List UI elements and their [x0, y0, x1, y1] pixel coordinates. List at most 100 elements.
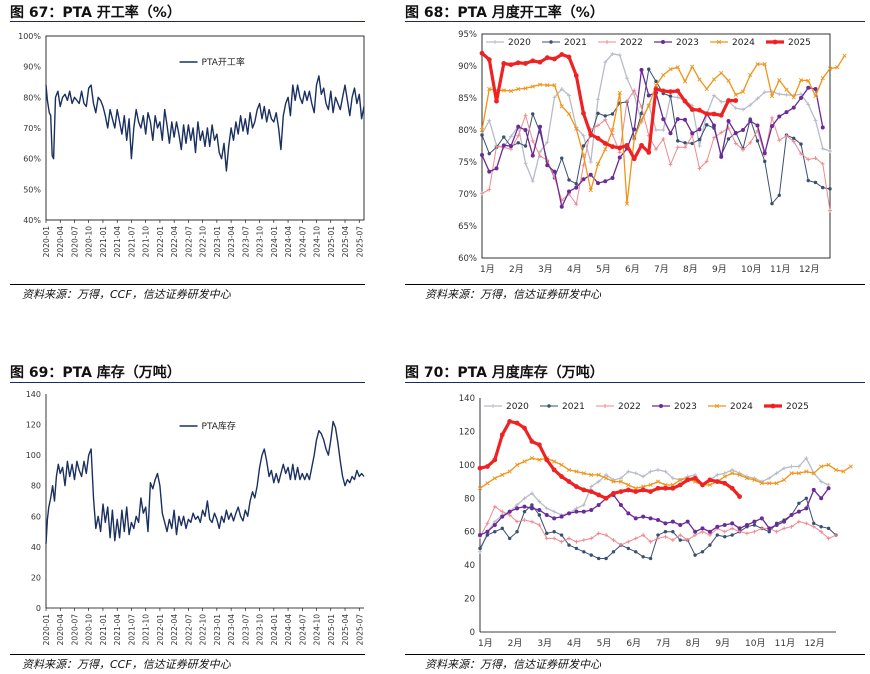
fig70-point-2022 [552, 536, 557, 541]
fig69-xtick-label: 2023-07 [241, 614, 250, 646]
fig70-legend-marker [603, 404, 607, 408]
fig70-point-2025 [566, 479, 572, 484]
fig67-xtick-label: 2024-04 [284, 226, 293, 258]
fig70-point-2025 [670, 485, 676, 491]
fig68-point-2023 [494, 166, 499, 171]
fig67-xtick-label: 2022-04 [170, 226, 179, 258]
fig68-point-2022 [661, 136, 666, 141]
fig68-point-2023 [813, 87, 818, 92]
fig68-point-2021 [799, 142, 803, 146]
fig70-series-2024 [477, 456, 853, 491]
fig68-point-2023 [581, 177, 586, 182]
fig68-point-2022 [639, 104, 644, 109]
fig68-point-2021 [777, 193, 781, 197]
fig70-point-2024 [633, 486, 638, 491]
fig70-point-2025 [714, 479, 720, 484]
fig70-point-2022 [745, 531, 749, 536]
fig68-point-2021 [755, 139, 760, 143]
fig70-point-2022 [537, 523, 542, 528]
fig70-legend-label: 2023 [674, 402, 697, 412]
fig67-xtick-label: 2021-04 [113, 226, 122, 258]
fig70-point-2025 [514, 420, 520, 426]
fig68-point-2023 [501, 143, 506, 148]
fig70-xtick-label: 3月 [537, 638, 552, 649]
fig70-point-2023 [796, 509, 801, 514]
fig70-point-2021 [700, 550, 705, 554]
fig70-point-2024 [618, 479, 624, 484]
fig70-xtick-label: 6月 [626, 638, 641, 649]
fig70-point-2023 [811, 487, 816, 492]
fig70-point-2023 [752, 519, 757, 524]
fig68-point-2023 [741, 128, 745, 132]
fig68-point-2020 [697, 144, 702, 148]
fig68-point-2023 [559, 204, 564, 209]
fig68-xtick-label: 3月 [538, 264, 553, 275]
fig69-xtick-label: 2020-10 [85, 614, 94, 646]
fig70-point-2021 [767, 530, 771, 534]
fig68-point-2022 [581, 163, 586, 168]
fig70-point-2024 [833, 467, 839, 472]
fig68-point-2024 [595, 161, 601, 167]
fig70-point-2021 [723, 535, 727, 539]
fig70-point-2021 [596, 556, 601, 561]
fig70-point-2022 [759, 526, 764, 531]
fig70-point-2023 [478, 533, 482, 538]
fig68-point-2023 [784, 110, 789, 115]
fig70-point-2024 [848, 464, 853, 469]
fig70-point-2023 [826, 486, 831, 491]
fig70-point-2021 [648, 556, 653, 561]
fig68-point-2021 [480, 133, 484, 137]
fig70-point-2021 [671, 530, 675, 534]
fig70-point-2024 [529, 456, 535, 461]
fig68-point-2023 [516, 124, 521, 129]
fig70-point-2022 [641, 533, 646, 538]
fig70-legend-marker [714, 403, 720, 409]
fig70-point-2024 [663, 482, 668, 488]
fig70-point-2024 [737, 472, 742, 478]
fig70-point-2021 [730, 533, 734, 537]
fig68-point-2025 [718, 112, 724, 118]
fig70-point-2021 [559, 533, 564, 537]
fig69-xtick-label: 2021-01 [99, 614, 108, 646]
fig68-point-2020 [523, 161, 528, 166]
fig70-point-2024 [826, 462, 831, 467]
fig67-xtick-label: 2025-01 [327, 226, 336, 258]
fig68-point-2025 [508, 62, 514, 68]
fig70-point-2025 [551, 467, 557, 473]
fig68-point-2023 [799, 96, 803, 100]
fig68-point-2022 [799, 151, 803, 156]
fig68-point-2023 [487, 169, 492, 174]
fig70-point-2024 [566, 467, 572, 472]
fig67-chart: 40% 50% 60% 70% 80% 90% 100% 2020-01 2020-04 2020… [18, 32, 365, 258]
fig68-point-2024 [530, 84, 535, 89]
fig68-point-2020 [567, 93, 571, 98]
fig68-point-2022 [733, 141, 738, 146]
fig70-source-rule [405, 654, 865, 655]
fig68-point-2021 [668, 94, 673, 98]
fig68-point-2021 [763, 159, 767, 164]
fig68-point-2020 [741, 107, 745, 112]
fig70-point-2023 [685, 519, 690, 524]
fig68-point-2023 [697, 127, 702, 132]
fig70-point-2025 [640, 487, 646, 493]
fig68-point-2021 [654, 79, 658, 84]
fig70-point-2022 [611, 538, 616, 543]
fig68-point-2023 [791, 105, 796, 110]
fig68-ytick-label: 85% [458, 94, 477, 104]
fig70-point-2023 [700, 526, 705, 531]
fig68-point-2022 [487, 187, 492, 192]
fig68-point-2020 [603, 60, 608, 65]
fig68-point-2020 [813, 118, 818, 123]
fig70-point-2021 [656, 533, 660, 537]
fig68-point-2025 [581, 110, 586, 116]
fig70-point-2021 [485, 533, 490, 537]
fig70-point-2024 [596, 472, 601, 478]
fig70-point-2020 [529, 491, 534, 496]
fig68-point-2023 [770, 124, 774, 129]
fig68-legend-label: 2022 [620, 38, 643, 48]
fig70-point-2024 [603, 476, 609, 481]
fig70-point-2024 [752, 477, 757, 483]
fig70-legend-label: 2024 [730, 402, 753, 412]
fig68-point-2024 [545, 83, 550, 88]
fig69-xtick-label: 2025-04 [341, 614, 350, 646]
